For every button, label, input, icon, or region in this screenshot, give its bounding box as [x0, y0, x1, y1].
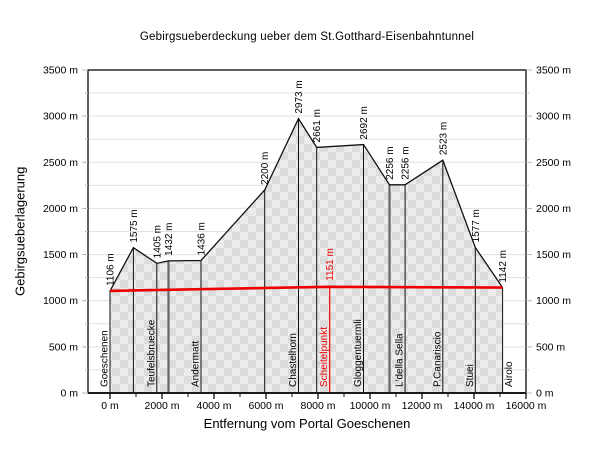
x-axis-title: Entfernung vom Portal Goeschenen — [203, 416, 411, 431]
scheitelpunkt-name-label: Scheitelpunkt — [319, 327, 330, 387]
y-tick-label-left: 2000 m — [43, 203, 78, 215]
elevation-label: 2692 m — [359, 106, 370, 139]
y-axis-ticks: 0 m 0 m 500 m 500 m 1000 m 1000 m 1500 m 1500 m… — [43, 65, 571, 400]
elevation-label: 2973 m — [294, 80, 305, 113]
place-label: Chastelhorn — [288, 333, 299, 387]
elevation-label: 1405 m — [152, 225, 163, 258]
place-label: Stuei — [465, 364, 476, 387]
x-tick-label: 2000 m — [144, 400, 179, 412]
x-tick-label: 12000 m — [402, 400, 443, 412]
place-label: Gloggentuermli — [353, 319, 364, 387]
elevation-label: 2200 m — [260, 152, 271, 185]
place-labels: Goeschenen Teufelsbruecke Andermatt Chastel… — [100, 319, 516, 387]
y-tick-label-right: 0 m — [536, 388, 554, 400]
place-label: Goeschenen — [100, 330, 111, 387]
place-label: P.Canariscio — [432, 331, 443, 387]
scheitelpunkt-elevation-label: 1151 m — [325, 248, 336, 281]
x-tick-label: 16000 m — [506, 400, 547, 412]
x-tick-label: 0 m — [101, 400, 119, 412]
x-tick-label: 4000 m — [196, 400, 231, 412]
y-tick-label-left: 3000 m — [43, 111, 78, 123]
y-tick-label-right: 3500 m — [536, 65, 571, 77]
elevation-label: 2661 m — [312, 109, 323, 142]
mountain-area-fill — [110, 118, 503, 393]
y-tick-label-right: 3000 m — [536, 111, 571, 123]
elevation-label: 1436 m — [197, 222, 208, 255]
y-tick-label-right: 2000 m — [536, 203, 571, 215]
place-label: Teufelsbruecke — [146, 319, 157, 387]
y-tick-label-right: 1000 m — [536, 295, 571, 307]
x-tick-label: 14000 m — [454, 400, 495, 412]
y-tick-label-right: 500 m — [536, 341, 565, 353]
elevation-label: 1432 m — [164, 222, 175, 255]
elevation-label: 1106 m — [106, 253, 117, 286]
y-tick-label-left: 0 m — [60, 388, 78, 400]
x-tick-label: 8000 m — [300, 400, 335, 412]
surface-profile-line — [109, 117, 504, 292]
place-label: Andermatt — [191, 341, 202, 387]
elevation-labels: 1106 m 1575 m 1405 m 1432 m 1436 m 2200 m 2973… — [106, 80, 510, 286]
x-tick-label: 10000 m — [350, 400, 391, 412]
y-tick-label-left: 500 m — [49, 341, 78, 353]
elevation-label: 1575 m — [129, 209, 140, 242]
elevation-label: 2256 m — [385, 146, 396, 179]
x-tick-label: 6000 m — [248, 400, 283, 412]
elevation-label: 1142 m — [498, 250, 509, 283]
y-tick-label-left: 1500 m — [43, 249, 78, 261]
y-tick-label-right: 1500 m — [536, 249, 571, 261]
elevation-label: 2256 m — [401, 146, 412, 179]
elevation-label: 2523 m — [438, 122, 449, 155]
y-tick-label-left: 1000 m — [43, 295, 78, 307]
y-tick-label-left: 2500 m — [43, 157, 78, 169]
place-label: L'della Sella — [395, 333, 406, 387]
chart-title: Gebirgsueberdeckung ueber dem St.Gotthar… — [139, 31, 475, 43]
place-label: Airolo — [504, 361, 515, 387]
x-axis-ticks: 0 m 2000 m 4000 m 6000 m 8000 m 10000 m 12000 … — [101, 393, 547, 412]
y-tick-label-left: 3500 m — [43, 65, 78, 77]
tunnel-line — [109, 285, 503, 293]
elevation-label: 1577 m — [471, 209, 482, 242]
y-tick-label-right: 2500 m — [536, 157, 571, 169]
y-axis-title: Gebirgsueberlagerung — [12, 166, 28, 297]
point-marker-lines — [109, 118, 504, 393]
